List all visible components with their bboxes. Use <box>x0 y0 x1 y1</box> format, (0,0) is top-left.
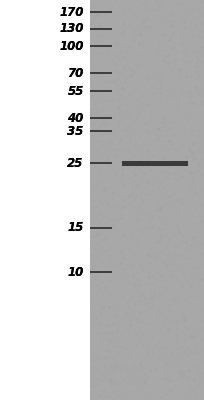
Text: 55: 55 <box>67 85 84 98</box>
Text: 35: 35 <box>67 125 84 138</box>
Bar <box>122 161 188 166</box>
Text: 100: 100 <box>59 40 84 52</box>
Text: 15: 15 <box>67 222 84 234</box>
Text: 40: 40 <box>67 112 84 124</box>
Text: 170: 170 <box>59 6 84 18</box>
Text: 70: 70 <box>67 67 84 80</box>
Bar <box>0 0 90 400</box>
Text: 55: 55 <box>67 85 84 98</box>
Text: 170: 170 <box>59 6 84 18</box>
Text: 10: 10 <box>67 266 84 278</box>
Text: 25: 25 <box>67 157 84 170</box>
Text: 130: 130 <box>59 22 84 35</box>
Text: 15: 15 <box>67 222 84 234</box>
Text: 10: 10 <box>67 266 84 278</box>
Text: 70: 70 <box>67 67 84 80</box>
Text: 100: 100 <box>59 40 84 52</box>
Text: 130: 130 <box>59 22 84 35</box>
Text: 25: 25 <box>67 157 84 170</box>
Text: 40: 40 <box>67 112 84 124</box>
Text: 35: 35 <box>67 125 84 138</box>
Bar <box>90 0 204 400</box>
